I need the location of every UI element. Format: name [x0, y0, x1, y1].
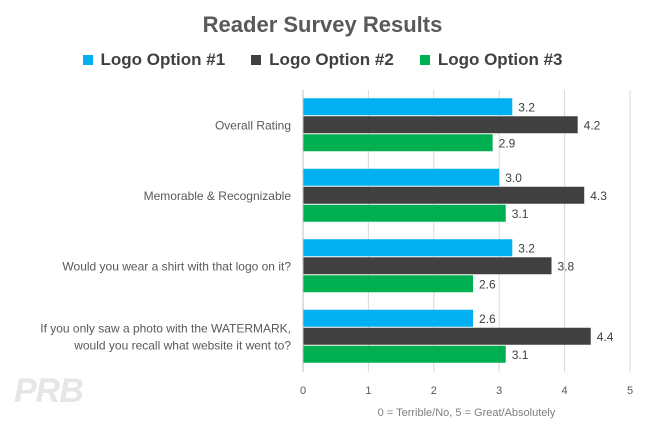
- x-tick-label: 1: [365, 385, 371, 397]
- legend-item-option-1: Logo Option #1: [82, 50, 226, 70]
- bar: [303, 204, 506, 222]
- category-label: If you only saw a photo with the WATERMA…: [40, 321, 291, 335]
- data-label: 3.2: [518, 241, 535, 255]
- legend-item-option-3: Logo Option #3: [419, 50, 563, 70]
- legend-item-option-2: Logo Option #2: [251, 50, 394, 70]
- bar: [303, 257, 552, 275]
- data-label: 4.3: [590, 189, 607, 203]
- category-label: Memorable & Recognizable: [144, 189, 292, 203]
- x-tick-label: 5: [627, 385, 633, 397]
- data-label: 2.9: [499, 136, 516, 150]
- bar: [303, 345, 506, 363]
- data-label: 3.8: [558, 259, 575, 273]
- legend-label-option-3: Logo Option #3: [437, 50, 563, 69]
- legend: Logo Option #1 Logo Option #2 Logo Optio…: [0, 50, 645, 70]
- bar: [303, 239, 513, 257]
- bar: [303, 98, 513, 116]
- bar: [303, 327, 591, 345]
- category-label: would you recall what website it went to…: [73, 338, 291, 352]
- x-tick-label: 0: [300, 385, 306, 397]
- watermark-logo: PRB: [14, 372, 84, 410]
- data-label: 2.6: [479, 277, 496, 291]
- data-label: 2.6: [479, 312, 496, 326]
- legend-swatch-option-2: [251, 55, 262, 65]
- bar: [303, 275, 474, 293]
- bar: [303, 309, 474, 327]
- category-label: Overall Rating: [215, 118, 291, 132]
- x-tick-label: 3: [496, 385, 502, 397]
- bar: [303, 168, 500, 186]
- data-label: 3.2: [518, 100, 535, 114]
- data-label: 3.1: [512, 207, 529, 221]
- data-label: 3.0: [505, 171, 522, 185]
- data-label: 4.2: [584, 118, 601, 132]
- legend-swatch-option-1: [82, 55, 93, 65]
- bar: [303, 186, 585, 204]
- x-tick-label: 2: [431, 385, 437, 397]
- legend-label-option-2: Logo Option #2: [269, 50, 394, 69]
- x-tick-label: 4: [562, 385, 568, 397]
- data-label: 3.1: [512, 348, 529, 362]
- legend-label-option-1: Logo Option #1: [100, 50, 226, 69]
- chart-title: Reader Survey Results: [202, 12, 443, 37]
- x-axis-title: 0 = Terrible/No, 5 = Great/Absolutely: [378, 407, 556, 419]
- bar: [303, 134, 493, 152]
- data-label: 4.4: [597, 330, 614, 344]
- bar: [303, 116, 578, 134]
- category-label: Would you wear a shirt with that logo on…: [62, 259, 291, 273]
- legend-swatch-option-3: [419, 55, 430, 65]
